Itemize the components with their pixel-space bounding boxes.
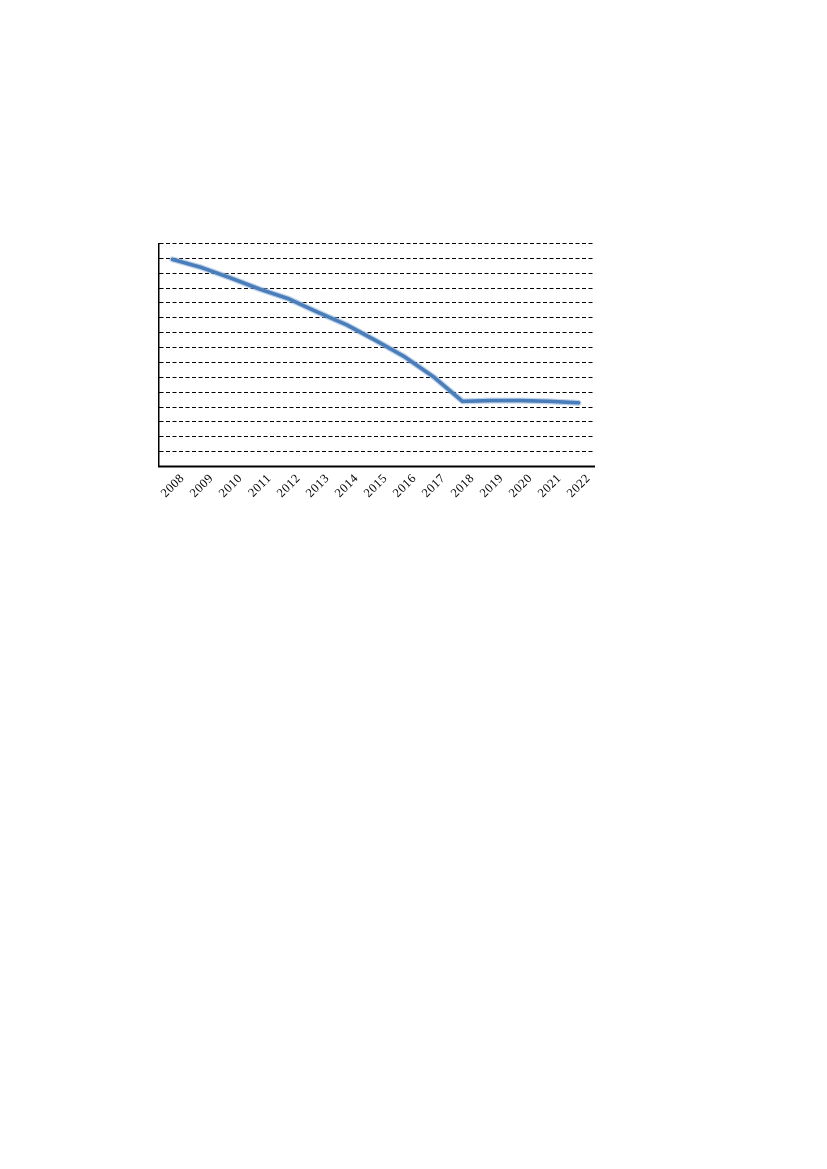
data-series-line: [170, 257, 581, 405]
chart-canvas: [158, 243, 595, 468]
x-axis-label: 2018: [447, 471, 477, 500]
x-axis-label: 2014: [331, 471, 361, 500]
x-axis-labels: 2008 2009 2010 2011 2012 2013 2014 2015 2016 2017…: [157, 471, 595, 521]
x-axis-label: 2010: [215, 471, 245, 500]
plot-area: [158, 243, 595, 468]
x-axis-label: 2022: [563, 471, 593, 500]
x-axis-label: 2017: [418, 471, 448, 500]
x-axis-label: 2012: [273, 471, 303, 500]
x-axis-label: 2013: [302, 471, 332, 500]
x-axis-label: 2020: [505, 471, 535, 500]
x-axis-label: 2021: [534, 471, 564, 500]
x-axis-label: 2011: [244, 471, 274, 500]
x-axis-label: 2008: [157, 471, 187, 500]
x-axis-label: 2016: [389, 471, 419, 500]
x-axis-label: 2009: [186, 471, 216, 500]
x-axis-label: 2015: [360, 471, 390, 500]
x-axis-label: 2019: [476, 471, 506, 500]
